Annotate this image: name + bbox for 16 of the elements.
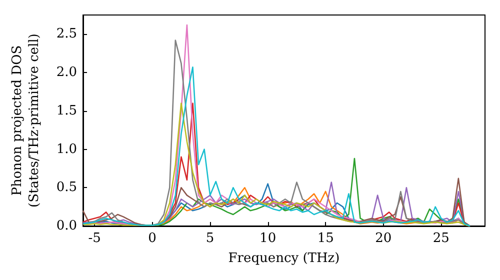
x-tick-label: 15 bbox=[317, 231, 334, 246]
x-tick-label: -5 bbox=[88, 231, 101, 246]
x-axis-title: Frequency (THz) bbox=[228, 251, 340, 266]
y-tick-label: 0.0 bbox=[56, 218, 77, 234]
y-tick-label: 2.5 bbox=[56, 26, 77, 42]
x-tick-label: 0 bbox=[148, 231, 156, 246]
y-tick-label: 0.5 bbox=[56, 180, 77, 196]
y-tick-label: 1.5 bbox=[56, 103, 77, 118]
y-tick-label: 2.0 bbox=[56, 65, 77, 80]
x-tick-label: 5 bbox=[206, 231, 214, 246]
x-tick-label: 20 bbox=[375, 231, 392, 246]
x-tick-label: 25 bbox=[432, 231, 450, 246]
y-axis-title: Phonon projected DOS (States/THz·primitive cell) bbox=[10, 33, 42, 208]
line-series bbox=[82, 102, 471, 227]
x-tick-label: 10 bbox=[260, 231, 276, 246]
y-tick-label: 1.0 bbox=[56, 142, 77, 157]
